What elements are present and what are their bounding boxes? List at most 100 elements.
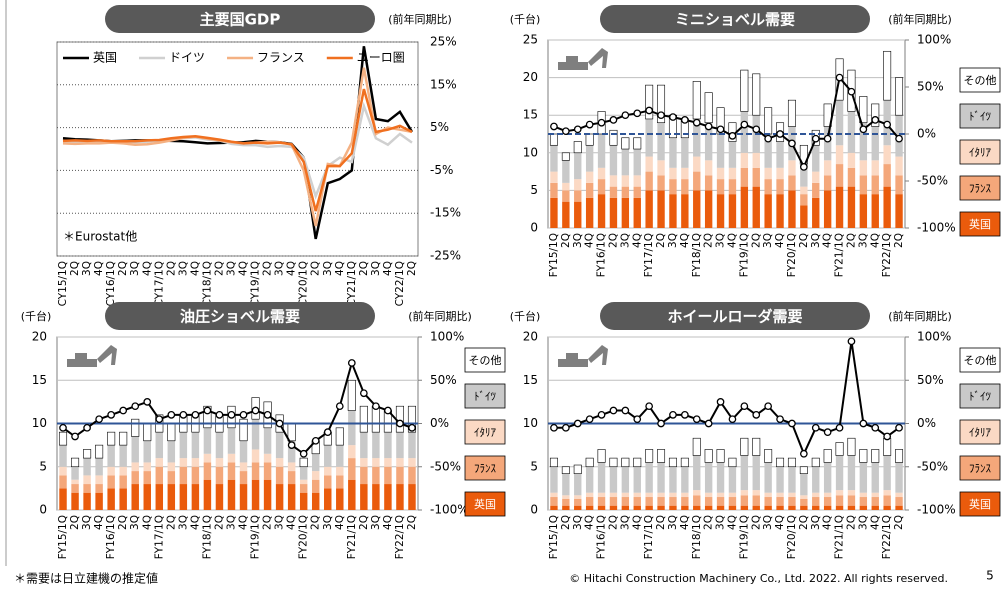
bar-segment — [324, 488, 332, 510]
bar-segment — [562, 505, 570, 510]
bar-segment — [633, 492, 641, 498]
bar-segment — [776, 492, 784, 498]
bar-segment — [704, 160, 713, 176]
bar-segment — [657, 497, 665, 506]
bar-segment — [859, 497, 868, 506]
bar-segment — [336, 466, 344, 476]
bar-segment — [716, 194, 725, 228]
bar-segment — [800, 205, 808, 228]
bar-segment — [59, 466, 67, 476]
bar-segment — [299, 492, 308, 510]
x-tick-label: 4Q — [679, 515, 691, 530]
yoy-marker — [191, 410, 200, 419]
bar-segment — [311, 471, 320, 480]
bar-segment — [299, 479, 308, 485]
legend-label: ﾄﾞｲﾂ — [474, 390, 496, 403]
bar-segment — [681, 466, 689, 493]
y-tick-label: -15% — [430, 206, 461, 220]
bar-segment — [396, 466, 404, 485]
bar-segment — [167, 471, 176, 485]
bar-segment — [895, 497, 903, 506]
x-tick-label: 2Q — [406, 515, 418, 530]
x-tick-label: FY15/1Q — [548, 233, 560, 277]
bar-segment — [740, 455, 749, 491]
bar-segment — [621, 457, 630, 468]
x-tick-label: 2Q — [117, 261, 129, 276]
bar-segment — [657, 175, 665, 191]
bar-segment — [119, 445, 127, 467]
yoy-marker — [811, 134, 820, 143]
yoy-marker — [359, 389, 368, 398]
yoy-marker — [669, 410, 677, 419]
bar-segment — [895, 156, 903, 176]
x-tick-label: 4Q — [774, 233, 786, 248]
bar-segment — [550, 466, 558, 493]
bar-segment — [788, 160, 796, 176]
x-tick-label: 3Q — [274, 261, 286, 276]
bar-segment — [347, 379, 356, 411]
yoy-marker — [859, 125, 868, 134]
x-tick-label: 3Q — [129, 515, 141, 530]
bar-segment — [645, 497, 653, 506]
bar-segment — [716, 134, 725, 168]
x-tick-label: 4Q — [631, 233, 643, 248]
bar-segment — [227, 427, 236, 454]
bar-segment — [847, 152, 856, 168]
y-tick-label: 5 — [39, 459, 47, 473]
bar-segment — [859, 449, 868, 463]
bar-segment — [299, 457, 308, 468]
axis-unit: (千台) — [510, 12, 541, 26]
bar-segment — [621, 186, 630, 198]
yoy-marker — [657, 111, 665, 120]
yoy-marker — [716, 125, 725, 134]
yoy-marker — [239, 410, 248, 419]
bar-segment — [239, 418, 248, 442]
yoy-marker — [215, 410, 224, 419]
x-tick-label: 3Q — [810, 233, 822, 248]
bar-segment — [764, 505, 772, 510]
bar-segment — [585, 197, 594, 228]
x-tick-label: 2Q — [69, 261, 81, 276]
bar-segment — [574, 495, 582, 499]
bar-segment — [764, 497, 772, 506]
bar-segment — [740, 111, 749, 153]
yoy-marker — [227, 410, 236, 419]
bar-segment — [823, 492, 832, 498]
bar-segment — [621, 497, 630, 506]
yoy-marker — [585, 120, 594, 129]
bar-segment — [155, 458, 164, 467]
bar-segment — [847, 495, 856, 506]
bar-segment — [728, 457, 737, 468]
bar-segment — [657, 505, 665, 510]
bar-segment — [633, 149, 641, 176]
legend-label: ｲﾀﾘｱ — [969, 146, 991, 159]
bar-segment — [574, 190, 582, 202]
bar-segment — [645, 190, 653, 228]
x-tick-label: 3Q — [857, 233, 869, 248]
bar-segment — [871, 497, 879, 506]
bar-segment — [693, 171, 701, 191]
y-tick-label: -25% — [430, 249, 461, 263]
bar-segment — [561, 152, 570, 161]
bar-segment — [883, 505, 891, 510]
x-tick-label: 4Q — [189, 261, 201, 276]
y2-tick-label: 50% — [917, 373, 944, 387]
bar-segment — [360, 432, 368, 459]
bar-segment — [883, 490, 891, 496]
bar-segment — [847, 437, 856, 456]
bar-segment — [287, 423, 296, 442]
bar-segment — [716, 462, 725, 493]
bar-segment — [550, 497, 558, 506]
bar-segment — [549, 457, 558, 468]
legend-label: ｲﾀﾘｱ — [474, 426, 496, 439]
bar-segment — [847, 490, 856, 496]
bar-segment — [704, 449, 713, 463]
machine-icon — [558, 48, 608, 70]
x-tick-label: 3Q — [667, 233, 679, 248]
bar-segment — [324, 445, 332, 467]
series-line — [62, 88, 413, 212]
bar-segment — [847, 167, 856, 187]
bar-segment — [693, 490, 701, 496]
bar-segment — [823, 126, 832, 161]
bar-segment — [704, 462, 713, 493]
